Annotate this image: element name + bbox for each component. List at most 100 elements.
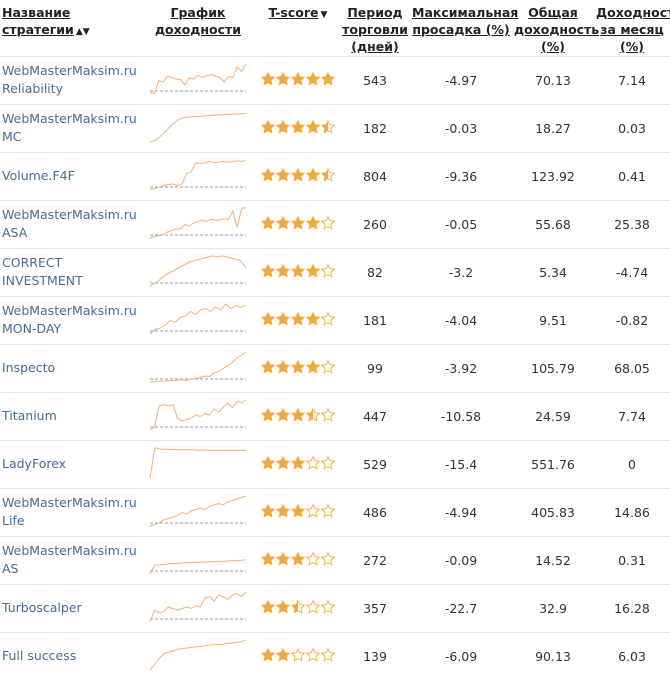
- table-row[interactable]: WebMasterMaksim.ru Life 486 -4.94 405.83 14.…: [0, 487, 670, 536]
- strategy-name-link[interactable]: WebMasterMaksim.ru Reliability: [2, 63, 137, 96]
- star-icon: [291, 407, 305, 422]
- strategy-name-link[interactable]: CORRECT INVESTMENT: [2, 255, 83, 288]
- total-return-cell: 90.13: [512, 631, 594, 680]
- star-icon: [321, 407, 335, 422]
- table-row[interactable]: Titanium 447 -10.58 24.59 7.74: [0, 391, 670, 440]
- strategy-name-cell: WebMasterMaksim.ru AS: [0, 535, 140, 584]
- monthly-return-cell: 68.05: [594, 343, 670, 392]
- star-icon: [306, 647, 320, 662]
- tscore-cell: [256, 199, 340, 248]
- tscore-rating: [261, 167, 335, 182]
- strategy-name-link[interactable]: Turboscalper: [2, 600, 82, 615]
- star-icon: [276, 359, 290, 374]
- strategy-name-cell: LadyForex: [0, 439, 140, 488]
- tscore-rating: [261, 599, 335, 614]
- star-icon: [321, 647, 335, 662]
- star-icon: [291, 167, 305, 182]
- column-header-chart: График доходности: [140, 0, 256, 56]
- column-header-monthly[interactable]: Доходность за месяц (%): [594, 0, 670, 56]
- strategy-name-link[interactable]: WebMasterMaksim.ru MON-DAY: [2, 303, 137, 336]
- strategy-name-link[interactable]: Full success: [2, 648, 77, 664]
- total-return-cell: 14.52: [512, 535, 594, 584]
- table-row[interactable]: Volume.F4F 804 -9.36 123.92 0.41: [0, 151, 670, 200]
- profit-chart-cell: [140, 391, 256, 440]
- strategy-name-link[interactable]: WebMasterMaksim.ru MC: [2, 111, 137, 144]
- table-row[interactable]: WebMasterMaksim.ru Reliability 543 -4.97 70…: [0, 55, 670, 104]
- star-icon: [306, 263, 320, 278]
- table-row[interactable]: WebMasterMaksim.ru MC 182 -0.03 18.27 0.03: [0, 103, 670, 152]
- max-drawdown-cell: -4.94: [410, 487, 512, 536]
- profit-sparkline: [149, 303, 247, 335]
- trading-period-cell: 804: [340, 151, 410, 200]
- monthly-return-cell: 0.41: [594, 151, 670, 200]
- strategy-name-link[interactable]: WebMasterMaksim.ru AS: [2, 543, 137, 576]
- tscore-rating: [261, 71, 335, 86]
- table-row[interactable]: WebMasterMaksim.ru ASA 260 -0.05 55.68 25.38: [0, 199, 670, 248]
- profit-chart-cell: [140, 247, 256, 296]
- column-header-name[interactable]: Название стратегии ▲▼: [0, 0, 140, 56]
- sparkline-series: [149, 447, 246, 479]
- total-return-cell: 70.13: [512, 55, 594, 104]
- star-icon: [276, 455, 290, 470]
- star-icon: [291, 455, 305, 470]
- column-header-total[interactable]: Общая доходность (%): [512, 0, 599, 56]
- trading-period-cell: 82: [340, 247, 410, 296]
- table-row[interactable]: Full success 139 -6.09 90.13 6.03: [0, 631, 670, 680]
- tscore-rating: [261, 311, 335, 326]
- profit-chart-cell: [140, 583, 256, 632]
- strategy-name-cell: Turboscalper: [0, 583, 140, 632]
- star-icon: [261, 599, 275, 614]
- profit-chart-cell: [140, 295, 256, 344]
- strategy-name-link[interactable]: WebMasterMaksim.ru ASA: [2, 207, 137, 240]
- tscore-rating: [261, 407, 335, 422]
- table-row[interactable]: Inspecto 99 -3.92 105.79 68.05: [0, 343, 670, 392]
- star-icon: [321, 71, 335, 86]
- star-icon: [276, 215, 290, 230]
- profit-chart-cell: [140, 343, 256, 392]
- max-drawdown-cell: -6.09: [410, 631, 512, 680]
- strategy-name-link[interactable]: LadyForex: [2, 456, 67, 471]
- tscore-rating: [261, 215, 335, 230]
- profit-chart-cell: [140, 55, 256, 104]
- star-icon: [291, 647, 305, 662]
- profit-sparkline: [149, 559, 247, 575]
- trading-period-cell: 543: [340, 55, 410, 104]
- sort-icon[interactable]: ▲▼: [75, 27, 90, 37]
- sparkline-series: [149, 639, 247, 671]
- table-row[interactable]: WebMasterMaksim.ru AS 272 -0.09 14.52 0.31: [0, 535, 670, 584]
- strategy-name-link[interactable]: WebMasterMaksim.ru Life: [2, 495, 137, 528]
- strategy-name-link[interactable]: Inspecto: [2, 360, 56, 375]
- star-icon: [261, 311, 275, 326]
- profit-sparkline: [149, 495, 247, 527]
- sparkline-series: [149, 303, 247, 335]
- monthly-return-cell: 0.31: [594, 535, 670, 584]
- star-icon: [291, 263, 305, 278]
- table-row[interactable]: CORRECT INVESTMENT 82 -3.2 5.34 -4.74: [0, 247, 670, 296]
- star-icon: [321, 599, 335, 614]
- strategy-name-link[interactable]: Volume.F4F: [2, 168, 75, 183]
- max-drawdown-cell: -3.92: [410, 343, 512, 392]
- max-drawdown-cell: -10.58: [410, 391, 512, 440]
- star-icon: [306, 215, 320, 230]
- table-row[interactable]: LadyForex 529 -15.4 551.76 0: [0, 439, 670, 488]
- table-row[interactable]: Turboscalper 357 -22.7 32.9 16.28: [0, 583, 670, 632]
- star-icon: [261, 119, 275, 134]
- strategy-name-cell: WebMasterMaksim.ru Reliability: [0, 55, 140, 104]
- max-drawdown-cell: -9.36: [410, 151, 512, 200]
- profit-sparkline: [149, 639, 247, 671]
- strategy-name-link[interactable]: Titanium: [2, 408, 57, 423]
- tscore-cell: [256, 151, 340, 200]
- column-header-period[interactable]: Период торговли (дней): [340, 0, 410, 56]
- tscore-cell: [256, 103, 340, 152]
- tscore-cell: [256, 391, 340, 440]
- column-header-tscore[interactable]: T-score ▼: [256, 0, 340, 56]
- star-icon: [291, 551, 305, 566]
- tscore-rating: [261, 503, 335, 518]
- monthly-return-cell: 25.38: [594, 199, 670, 248]
- caret-down-icon[interactable]: ▼: [320, 10, 328, 20]
- star-icon: [291, 359, 305, 374]
- tscore-cell: [256, 631, 340, 680]
- table-row[interactable]: WebMasterMaksim.ru MON-DAY 181 -4.04 9.51 -0…: [0, 295, 670, 344]
- column-header-drawdown[interactable]: Максимальная просадка (%): [410, 0, 518, 56]
